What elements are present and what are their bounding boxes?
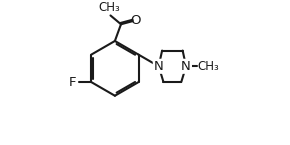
Text: CH₃: CH₃ <box>98 1 120 14</box>
Text: O: O <box>130 14 141 27</box>
Text: CH₃: CH₃ <box>197 60 219 73</box>
Text: F: F <box>69 76 77 89</box>
Text: N: N <box>154 60 164 73</box>
Text: N: N <box>181 60 191 73</box>
